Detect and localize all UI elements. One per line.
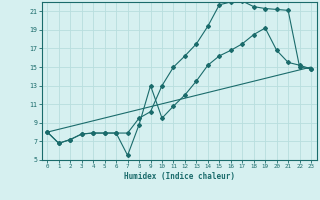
X-axis label: Humidex (Indice chaleur): Humidex (Indice chaleur) bbox=[124, 172, 235, 181]
